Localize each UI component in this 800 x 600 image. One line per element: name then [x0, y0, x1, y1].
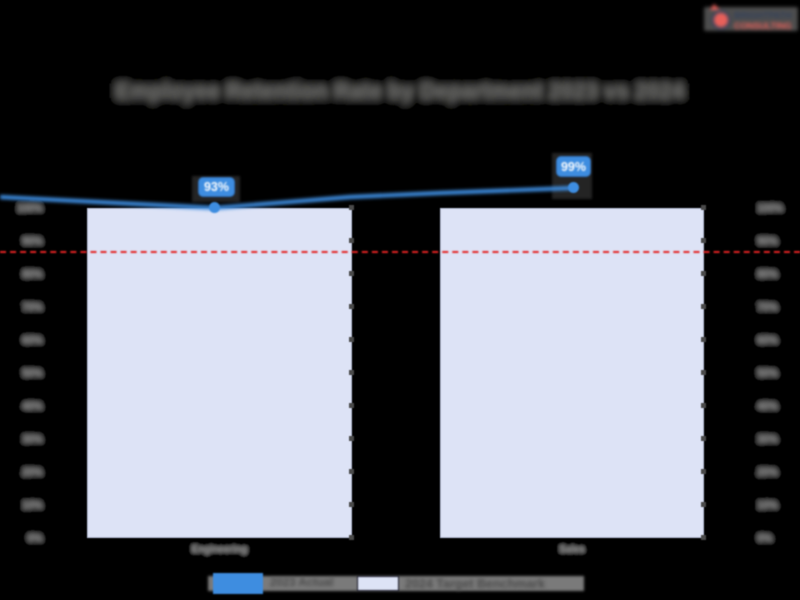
svg-text:CONSULTING: CONSULTING — [734, 21, 792, 31]
svg-text:BRIGHTPATH: BRIGHTPATH — [734, 11, 792, 21]
